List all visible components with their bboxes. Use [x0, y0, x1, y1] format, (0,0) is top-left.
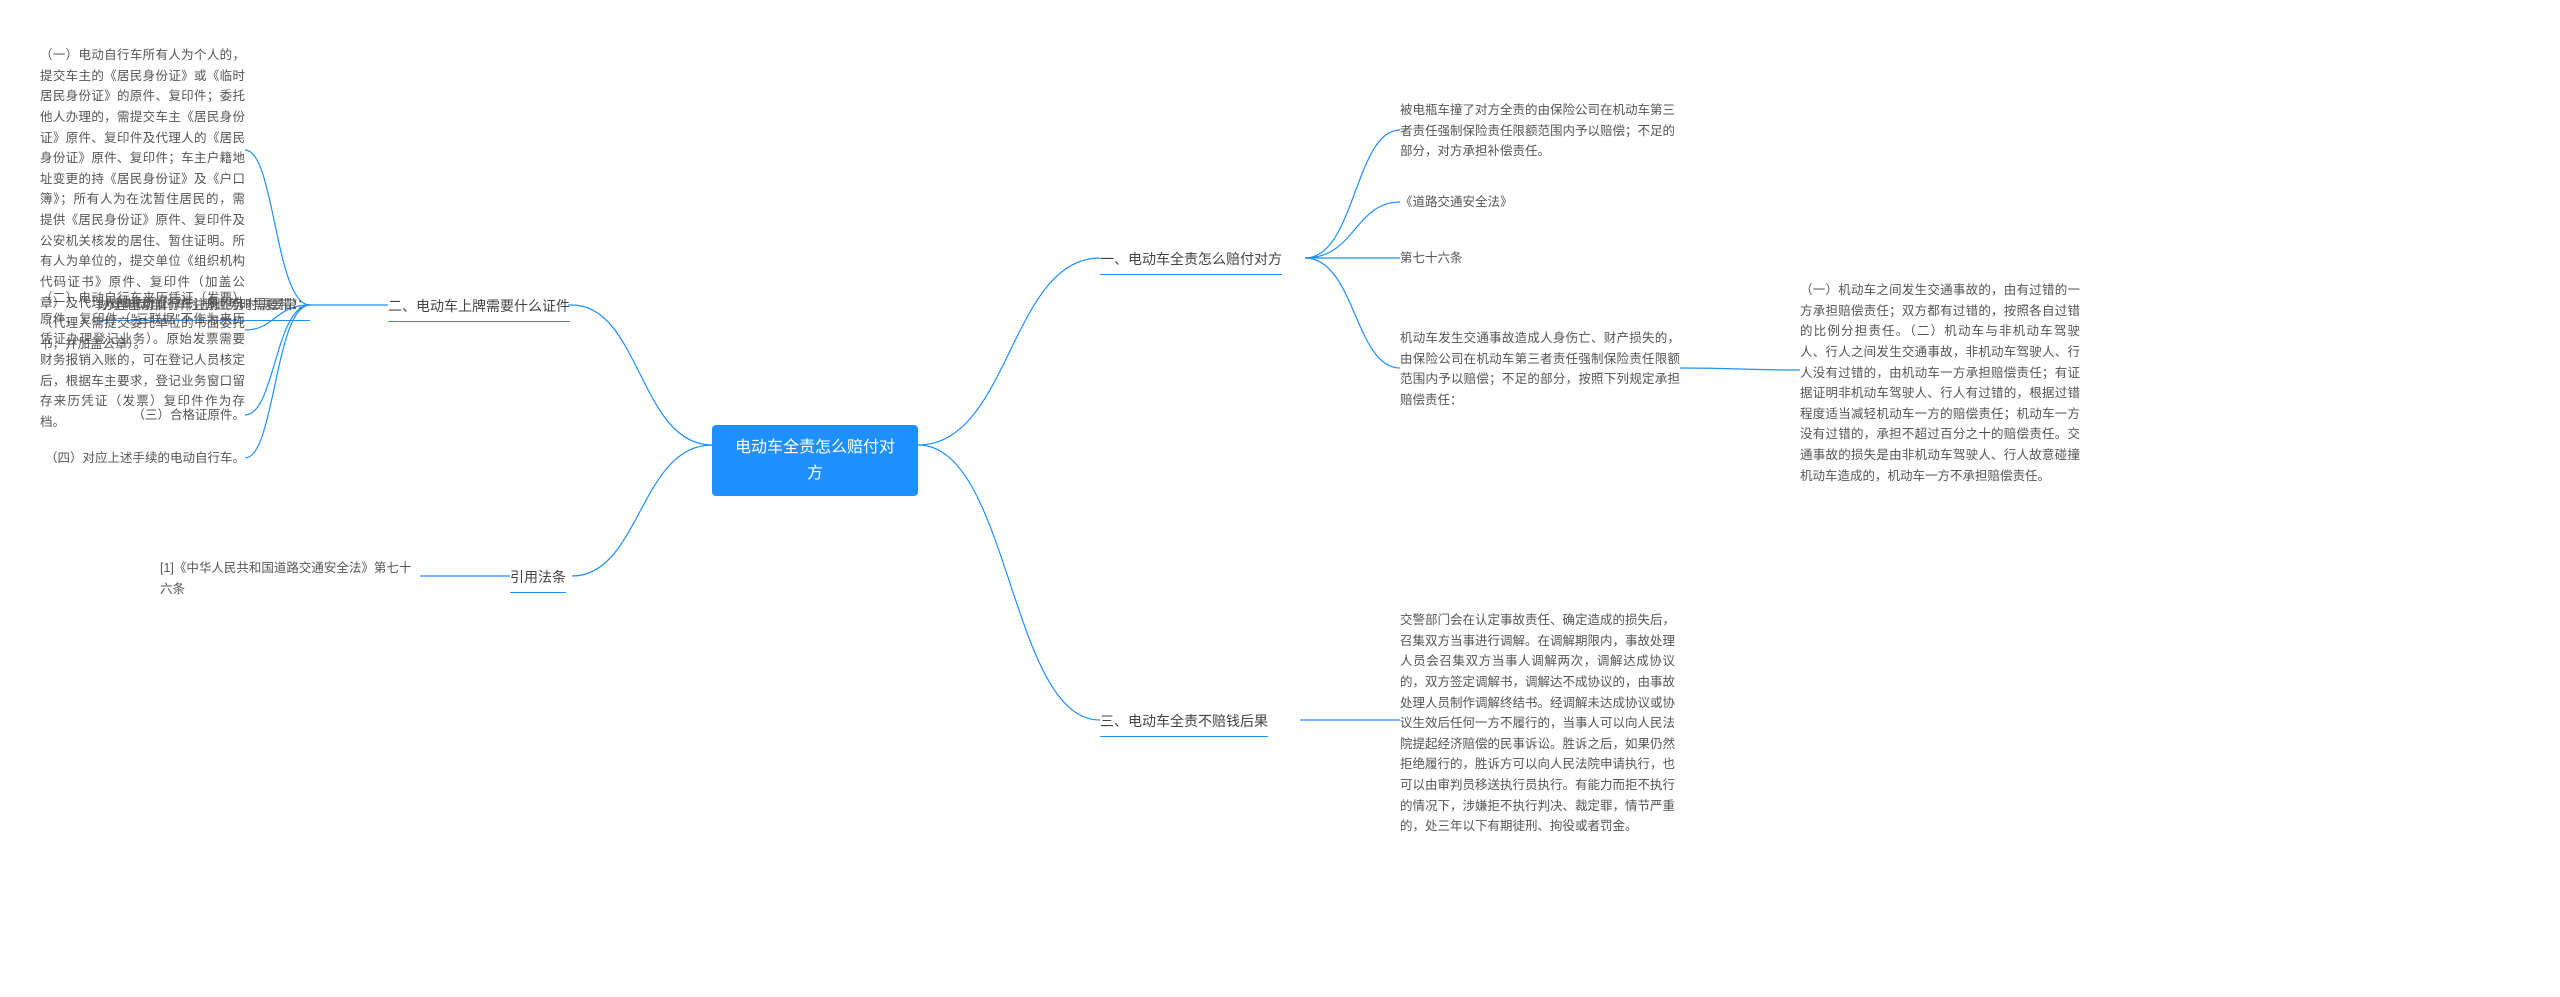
branch-1-leaf-4: 机动车发生交通事故造成人身伤亡、财产损失的，由保险公司在机动车第三者责任强制保险… — [1400, 328, 1680, 411]
branch-2-leaf-4: （四）对应上述手续的电动自行车。 — [40, 448, 245, 469]
root-node: 电动车全责怎么赔付对方 — [712, 425, 918, 496]
citation-leaf: [1]《中华人民共和国道路交通安全法》第七十六条 — [160, 558, 420, 599]
branch-2-leaf-3: （三）合格证原件。 — [40, 405, 245, 426]
citation-branch: 引用法条 — [510, 566, 566, 593]
branch-1-leaf-3: 第七十六条 — [1400, 248, 1675, 269]
branch-1-leaf-2: 《道路交通安全法》 — [1400, 192, 1675, 213]
branch-2: 二、电动车上牌需要什么证件 — [388, 295, 570, 322]
branch-1-leaf-1: 被电瓶车撞了对方全责的由保险公司在机动车第三者责任强制保险责任限额范围内予以赔偿… — [1400, 100, 1675, 162]
branch-1: 一、电动车全责怎么赔付对方 — [1100, 248, 1282, 275]
mindmap-connectors — [0, 0, 2560, 997]
branch-3: 三、电动车全责不赔钱后果 — [1100, 710, 1268, 737]
branch-3-leaf: 交警部门会在认定事故责任、确定造成的损失后，召集双方当事进行调解。在调解期限内，… — [1400, 610, 1675, 837]
branch-1-leaf-4-sub: （一）机动车之间发生交通事故的，由有过错的一方承担赔偿责任；双方都有过错的，按照… — [1800, 280, 2080, 486]
